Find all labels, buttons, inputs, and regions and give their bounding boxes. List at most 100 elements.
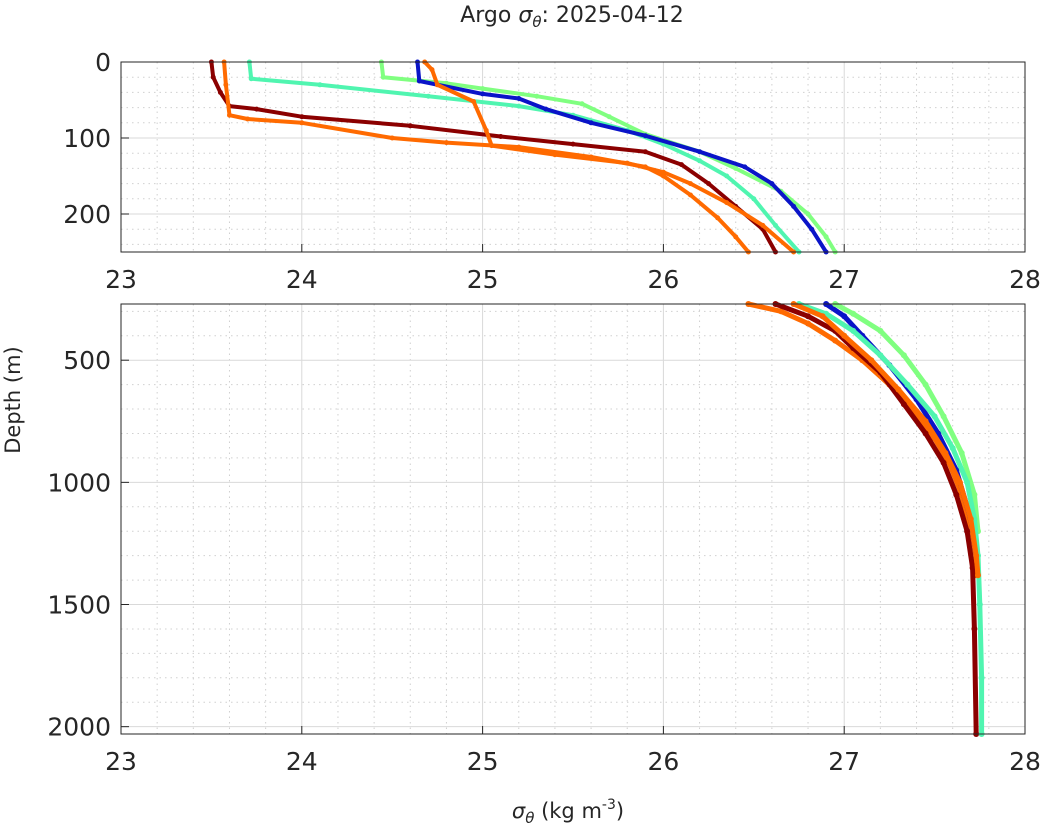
bottom-profile-point-1-8 — [953, 491, 960, 498]
top-axes-frame — [120, 61, 1026, 253]
bottom-x-tick-label: 24 — [286, 747, 318, 776]
top-profile-point-0-9 — [642, 149, 648, 155]
bottom-profile-point-3-2 — [877, 327, 884, 334]
top-profile-point-0-6 — [407, 123, 413, 129]
top-profile-point-5-1 — [429, 67, 435, 73]
top-y-tick-label: 0 — [95, 48, 111, 77]
bottom-profile-point-5-9 — [973, 552, 980, 559]
chart-title-prefix: Argo — [460, 3, 511, 28]
bottom-profile-point-0-1 — [777, 308, 784, 315]
top-profile-point-4-10 — [791, 203, 797, 209]
bottom-profile-point-5-10 — [975, 572, 981, 579]
bottom-profile-point-5-3 — [868, 357, 875, 364]
top-x-tick-label: 28 — [1009, 265, 1041, 294]
top-y-tick-label: 100 — [63, 124, 111, 153]
top-profile-point-3-11 — [773, 222, 778, 228]
top-profile-point-4-11 — [809, 226, 815, 232]
bottom-profile-point-4-3 — [877, 352, 884, 359]
top-profile-point-5-3 — [471, 99, 477, 104]
top-profile-point-0-1 — [210, 74, 216, 80]
bottom-profile-point-3-5 — [940, 413, 947, 420]
top-profile-point-1-12 — [715, 215, 721, 221]
top-x-tick-label: 25 — [467, 265, 499, 294]
bottom-profile-line-4 — [796, 301, 985, 737]
bottom-profile-point-3-4 — [922, 381, 929, 388]
top-profile-point-3-9 — [724, 173, 730, 179]
bottom-x-tick-label: 28 — [1009, 747, 1041, 776]
top-x-tick-label: 23 — [105, 265, 137, 294]
bottom-profile-point-1-10 — [969, 564, 976, 571]
top-profile-point-4-3 — [516, 96, 522, 101]
top-x-tick-label: 27 — [828, 265, 860, 294]
bottom-profile-point-5-2 — [841, 332, 848, 339]
bottom-profile-point-3-7 — [971, 491, 978, 498]
bottom-axes-frame — [120, 303, 1026, 735]
top-profile-point-5-8 — [660, 169, 666, 175]
top-profile-point-0-8 — [570, 141, 576, 147]
bottom-profile-point-4-4 — [904, 381, 911, 388]
top-profile-point-1-13 — [733, 234, 739, 240]
top-profile-point-1-5 — [389, 135, 395, 141]
top-profile-point-1-2 — [227, 112, 232, 118]
bottom-profile-point-0-3 — [832, 337, 839, 344]
top-x-tick-label: 24 — [286, 265, 318, 294]
top-profile-point-4-8 — [742, 164, 748, 170]
top-profile-point-3-4 — [516, 103, 522, 109]
top-profile-point-2-5 — [579, 101, 585, 107]
bottom-x-tick-label: 25 — [467, 747, 499, 776]
top-profile-line-5 — [422, 60, 796, 254]
top-profile-point-2-11 — [805, 211, 811, 217]
top-profile-point-1-11 — [688, 192, 693, 198]
top-profile-point-3-3 — [425, 93, 431, 99]
top-profile-point-0-4 — [254, 106, 260, 112]
top-profile-point-5-9 — [688, 181, 693, 187]
top-profile-point-3-10 — [751, 196, 757, 202]
top-y-tick-label: 200 — [63, 200, 111, 229]
bottom-profile-point-5-1 — [819, 313, 826, 320]
top-profile-line-2 — [379, 60, 838, 254]
bottom-profile-point-5-6 — [942, 450, 949, 456]
top-profile-point-5-11 — [760, 222, 766, 228]
x-axis-label-close: ) — [616, 799, 624, 823]
top-profile-point-5-4 — [483, 127, 489, 133]
top-x-tick-label: 26 — [647, 265, 679, 294]
bottom-profile-point-1-6 — [922, 430, 929, 437]
top-profile-point-2-12 — [823, 234, 829, 240]
bottom-x-tick-label: 26 — [647, 747, 679, 776]
bottom-x-tick-label: 27 — [828, 747, 860, 776]
bottom-profile-point-1-7 — [940, 459, 947, 466]
bottom-y-tick-label: 1000 — [47, 468, 111, 497]
bottom-y-tick-label: 1500 — [47, 591, 111, 620]
bottom-profile-point-1-5 — [900, 401, 907, 408]
top-profile-point-0-5 — [299, 114, 305, 120]
bottom-profile-point-1-1 — [805, 313, 811, 320]
top-profile-point-2-9 — [733, 165, 739, 171]
top-profile-point-2-4 — [534, 93, 540, 99]
bottom-profile-point-4-11 — [978, 674, 985, 681]
upper-depth-panel: 23 24 25 26 27 28 0 100 200 — [63, 48, 1041, 294]
bottom-profile-point-1-11 — [971, 625, 978, 632]
bottom-profile-point-5-8 — [967, 516, 974, 522]
top-profile-point-1-3 — [245, 116, 251, 122]
bottom-profile-point-1-9 — [964, 528, 971, 535]
top-profile-line-4 — [415, 60, 829, 254]
bottom-y-tick-label: 500 — [63, 346, 111, 375]
x-axis-label-units: (kg m — [534, 799, 602, 823]
bottom-profile-point-3-1 — [850, 310, 857, 317]
bottom-profile-point-3-6 — [958, 450, 965, 456]
top-profile-point-2-3 — [480, 86, 486, 92]
bottom-profile-point-4-5 — [931, 413, 938, 420]
bottom-x-tick-label: 23 — [105, 747, 137, 776]
top-profile-point-2-1 — [380, 74, 386, 80]
top-profile-point-4-5 — [588, 120, 594, 126]
bottom-profile-point-4-6 — [949, 445, 956, 452]
top-profile-point-3-1 — [248, 76, 254, 82]
chart-title: Argo σθ: 2025-04-12 — [460, 3, 684, 31]
bottom-profile-point-4-10 — [976, 601, 983, 608]
x-axis-label-symbol: σ — [512, 799, 526, 823]
x-axis-label-exponent: -3 — [602, 797, 616, 813]
top-profile-point-1-1 — [223, 82, 229, 88]
top-profile-point-3-2 — [317, 82, 323, 88]
x-axis-label-subscript: θ — [525, 809, 534, 827]
